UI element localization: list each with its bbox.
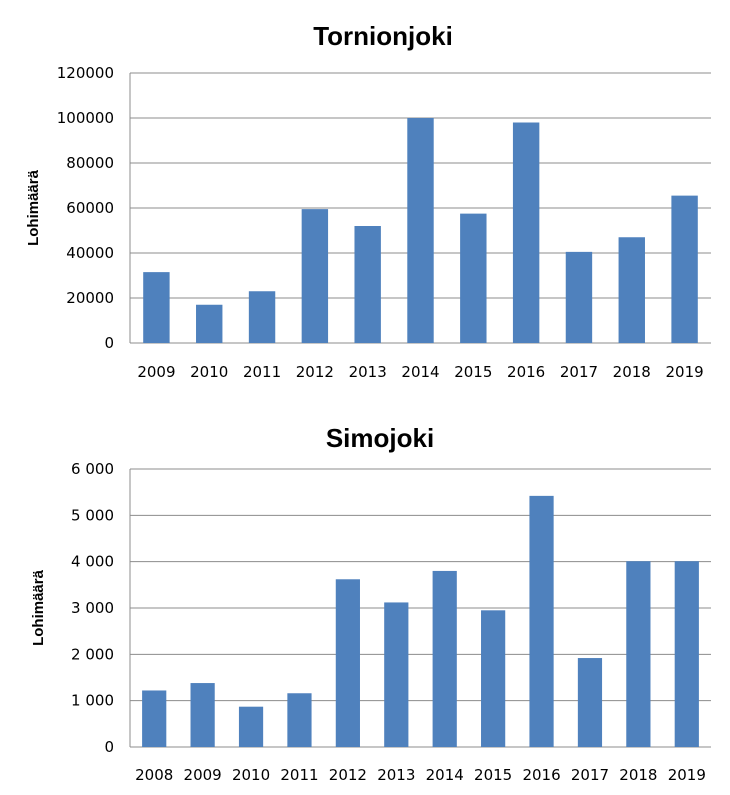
x-tick-label: 2009 (137, 363, 175, 381)
y-tick-label: 60000 (66, 199, 114, 217)
y-tick-label: 20000 (66, 289, 114, 307)
y-tick-label: 0 (104, 738, 114, 756)
chart-tornionjoki: Tornionjoki Lohimäärä 0 20000 40000 60000 80… (25, 21, 711, 381)
y-tick-label: 40000 (66, 244, 114, 262)
x-tick-label: 2016 (522, 766, 560, 784)
x-tick-label: 2014 (401, 363, 439, 381)
x-tick-label: 2011 (243, 363, 281, 381)
y-tick-label: 120000 (57, 64, 114, 82)
bar-2011 (287, 693, 312, 747)
bar-2012 (301, 209, 329, 343)
x-tick-label: 2014 (426, 766, 464, 784)
y-tick-label: 6 000 (71, 460, 114, 478)
y-tick-label: 5 000 (71, 506, 114, 524)
bar-2015 (460, 213, 487, 343)
x-tick-label: 2018 (613, 363, 651, 381)
x-tick-label: 2008 (135, 766, 173, 784)
bar-2009 (143, 272, 170, 343)
bar-2013 (354, 226, 381, 343)
x-tick-label: 2015 (474, 766, 512, 784)
x-tick-label: 2017 (560, 363, 598, 381)
x-tick-label: 2011 (280, 766, 318, 784)
bar-2012 (335, 579, 360, 747)
x-tick-label: 2015 (454, 363, 492, 381)
y-tick-label: 80000 (66, 154, 114, 172)
bar-2014 (407, 118, 434, 343)
y-axis-label: Lohimäärä (25, 169, 42, 246)
bar-2008 (142, 690, 167, 747)
x-tick-label: 2009 (184, 766, 222, 784)
bar-2017 (565, 251, 593, 343)
bar-2011 (248, 291, 276, 343)
bar-2018 (618, 237, 645, 343)
x-tick-label: 2017 (571, 766, 609, 784)
x-tick-label: 2018 (619, 766, 657, 784)
chart-simojoki: Simojoki Lohimäärä 0 1 000 2 000 3 000 4 000… (30, 423, 711, 784)
x-tick-label: 2013 (377, 766, 415, 784)
bar-2014 (432, 570, 457, 747)
x-tick-label: 2012 (329, 766, 367, 784)
bar-2016 (512, 122, 540, 343)
x-tick-label: 2010 (190, 363, 228, 381)
chart-title: Simojoki (326, 423, 434, 453)
x-tick-label: 2016 (507, 363, 545, 381)
y-tick-label: 1 000 (71, 692, 114, 710)
y-tick-label: 4 000 (71, 553, 114, 571)
y-axis-label: Lohimäärä (30, 569, 47, 646)
x-tick-label: 2019 (668, 766, 706, 784)
bar-2018 (626, 561, 651, 747)
y-tick-label: 3 000 (71, 599, 114, 617)
bar-2016 (529, 495, 554, 747)
x-tick-label: 2010 (232, 766, 270, 784)
x-tick-label: 2012 (296, 363, 334, 381)
x-tick-label: 2019 (665, 363, 703, 381)
bar-2015 (481, 610, 506, 747)
y-tick-label: 2 000 (71, 645, 114, 663)
bar-2010 (196, 304, 223, 343)
x-tick-label: 2013 (349, 363, 387, 381)
bar-2009 (190, 683, 215, 747)
bar-2017 (577, 658, 603, 747)
bar-2013 (384, 602, 409, 747)
y-tick-label: 0 (104, 334, 114, 352)
chart-title: Tornionjoki (313, 21, 453, 51)
y-tick-label: 100000 (57, 109, 114, 127)
bar-2010 (238, 706, 264, 747)
bar-2019 (671, 195, 698, 343)
bar-2019 (674, 561, 699, 747)
